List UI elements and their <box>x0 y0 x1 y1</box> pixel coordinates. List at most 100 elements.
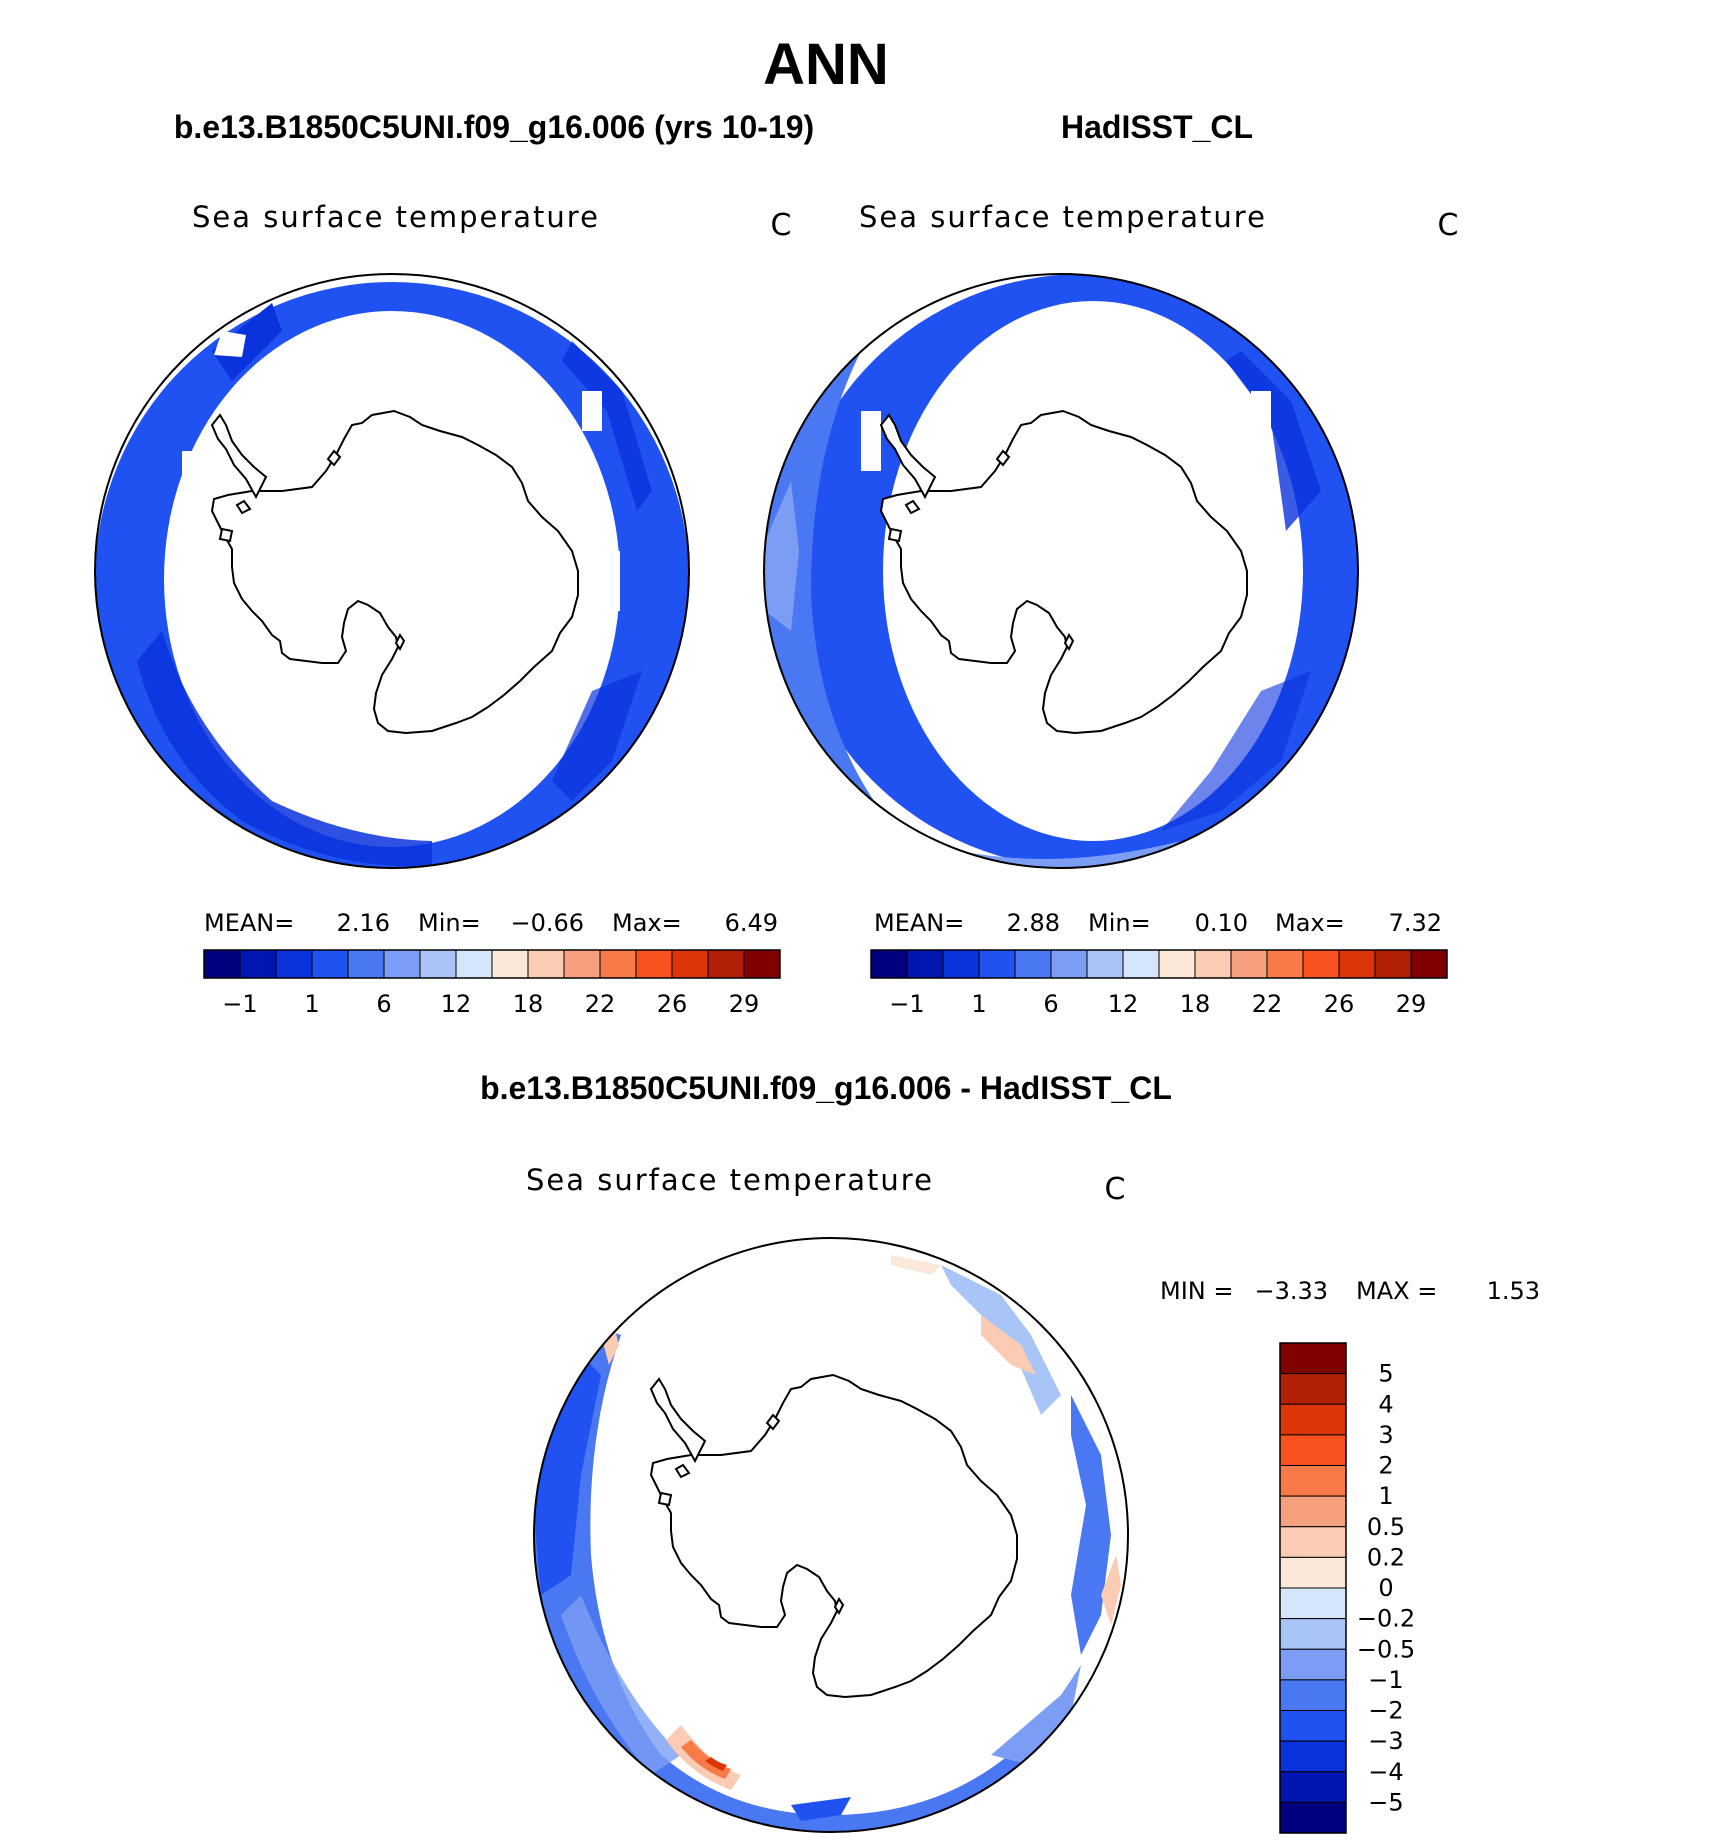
colorbar-tick-label: 0 <box>1378 1574 1393 1602</box>
colorbar-vertical: 54 3 21 0.50.2 0 −0.2−0.5 −1 −2−3 −4−5 <box>1279 1342 1415 1834</box>
colorbar-swatch <box>1279 1342 1347 1375</box>
colorbar-tick-label: 4 <box>1378 1390 1393 1418</box>
min-value: −0.66 <box>510 909 584 937</box>
units-label: C <box>1105 1172 1126 1207</box>
colorbar-swatch <box>1302 949 1340 979</box>
mean-value: 2.16 <box>337 909 390 937</box>
colorbar-tick-label: 3 <box>1378 1421 1393 1449</box>
colorbar-swatch <box>1194 949 1232 979</box>
colorbar-swatch <box>419 949 457 979</box>
colorbar-tick-label: 18 <box>1180 990 1211 1018</box>
colorbar-swatch <box>1279 1801 1347 1834</box>
colorbar-swatch <box>527 949 565 979</box>
mean-label: MEAN= <box>874 909 964 937</box>
max-label: MAX = <box>1356 1277 1437 1305</box>
colorbar-tick-label: −5 <box>1368 1788 1403 1816</box>
colorbar-tick-label: −1 <box>889 990 924 1018</box>
colorbar-swatch <box>870 949 908 979</box>
colorbar-tick-label: 1 <box>1378 1482 1393 1510</box>
colorbar-swatch <box>743 949 781 979</box>
panel-difference: b.e13.B1850C5UNI.f09_g16.006 - HadISST_C… <box>480 1070 1540 1834</box>
colorbar-swatch <box>311 949 349 979</box>
colorbar-tick-label: 6 <box>1043 990 1058 1018</box>
colorbar-swatch <box>1279 1434 1347 1466</box>
colorbar-tick-label: −0.5 <box>1357 1635 1415 1663</box>
colorbar-swatch <box>599 949 637 979</box>
colorbar-swatch <box>906 949 944 979</box>
colorbar-swatch <box>1279 1526 1347 1558</box>
colorbar-swatch <box>1086 949 1124 979</box>
colorbar-tick-label: 12 <box>441 990 472 1018</box>
colorbar-frame <box>1279 1342 1347 1834</box>
colorbar-swatch <box>1279 1648 1347 1681</box>
colorbar-tick-label: 12 <box>1108 990 1139 1018</box>
min-value: 0.10 <box>1195 909 1248 937</box>
max-value: 1.53 <box>1487 1277 1540 1305</box>
colorbar-tick-label: 18 <box>513 990 544 1018</box>
colorbar-tick-label: 26 <box>1324 990 1355 1018</box>
colorbar-swatch <box>1014 949 1052 979</box>
colorbar-swatch <box>635 949 673 979</box>
max-value: 7.32 <box>1389 909 1442 937</box>
colorbar-swatch <box>1279 1740 1347 1773</box>
colorbar-tick-label: −2 <box>1368 1697 1403 1725</box>
main-title: ANN <box>763 32 889 97</box>
colorbar-swatch <box>1338 949 1376 979</box>
colorbar-swatch <box>1050 949 1088 979</box>
colorbar-swatch <box>455 949 493 979</box>
colorbar-swatch <box>1279 1373 1347 1405</box>
colorbar-tick-label: 5 <box>1378 1360 1393 1388</box>
colorbar-tick-label: 29 <box>729 990 760 1018</box>
colorbar-swatch <box>1158 949 1196 979</box>
colorbar-swatch <box>1266 949 1304 979</box>
colorbar-swatch <box>1279 1495 1347 1528</box>
variable-label: Sea surface temperature <box>859 200 1267 234</box>
colorbar-swatch <box>1279 1556 1347 1589</box>
colorbar-swatch <box>942 949 980 979</box>
max-value: 6.49 <box>725 909 778 937</box>
colorbar-swatch <box>1279 1771 1347 1803</box>
colorbar-tick-label: 0.5 <box>1367 1513 1405 1541</box>
max-label: Max= <box>1275 909 1345 937</box>
panel-model: b.e13.B1850C5UNI.f09_g16.006 (yrs 10-19)… <box>94 109 814 1018</box>
min-label: Min= <box>418 909 481 937</box>
colorbar-swatch <box>1279 1710 1347 1742</box>
colorbar-swatch <box>491 949 529 979</box>
colorbar-swatch <box>203 949 241 979</box>
panel-observations: HadISST_CL Sea surface temperature C <box>763 109 1459 1018</box>
colorbar-tick-label: 26 <box>657 990 688 1018</box>
colorbar-tick-label: 1 <box>304 990 319 1018</box>
colorbar-tick-label: 1 <box>971 990 986 1018</box>
units-label: C <box>1438 208 1459 243</box>
units-label: C <box>771 208 792 243</box>
colorbar-swatch <box>347 949 385 979</box>
polar-map <box>764 274 1358 868</box>
colorbar: −1 1 6 12 18 22 26 29 <box>870 949 1448 1018</box>
mean-value: 2.88 <box>1007 909 1060 937</box>
colorbar-swatch <box>1279 1587 1347 1620</box>
max-label: Max= <box>612 909 682 937</box>
min-label: MIN = <box>1160 1277 1233 1305</box>
polar-map <box>95 274 689 868</box>
colorbar-swatch <box>1122 949 1160 979</box>
panel-title: b.e13.B1850C5UNI.f09_g16.006 - HadISST_C… <box>480 1070 1172 1106</box>
colorbar-frame <box>870 949 1448 979</box>
min-value: −3.33 <box>1254 1277 1328 1305</box>
colorbar-swatch <box>1410 949 1448 979</box>
colorbar-tick-label: 6 <box>376 990 391 1018</box>
colorbar-tick-label: −1 <box>1368 1666 1403 1694</box>
colorbar-tick-label: −1 <box>222 990 257 1018</box>
colorbar-swatch <box>671 949 709 979</box>
colorbar-swatch <box>978 949 1016 979</box>
colorbar-tick-label: 29 <box>1396 990 1427 1018</box>
colorbar-swatch <box>275 949 313 979</box>
colorbar-swatch <box>1279 1465 1347 1497</box>
colorbar-swatch <box>239 949 277 979</box>
variable-label: Sea surface temperature <box>526 1163 934 1197</box>
panel-title: HadISST_CL <box>1061 109 1253 145</box>
colorbar-swatch <box>1279 1403 1347 1436</box>
colorbar-tick-label: 0.2 <box>1367 1543 1405 1571</box>
polar-map <box>534 1238 1128 1832</box>
panel-title: b.e13.B1850C5UNI.f09_g16.006 (yrs 10-19) <box>174 109 814 145</box>
